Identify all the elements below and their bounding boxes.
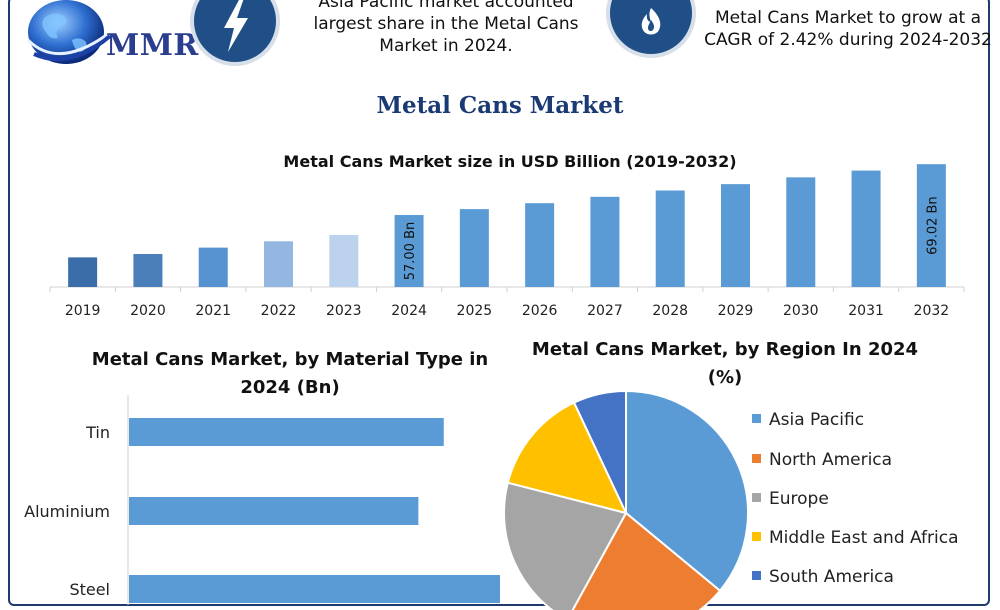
- legend-swatch: [752, 532, 761, 541]
- legend-item-north-america: North America: [752, 450, 892, 470]
- x-tick-label-2023: 2023: [326, 303, 362, 319]
- bar-2031: [851, 170, 881, 287]
- flame-icon: [641, 8, 661, 35]
- bar-tin: [129, 418, 444, 446]
- bar-2020: [133, 253, 163, 287]
- legend-item-asia-pacific: Asia Pacific: [752, 410, 864, 430]
- market-size-chart-title: Metal Cans Market size in USD Billion (2…: [283, 152, 737, 171]
- x-tick-label-2026: 2026: [522, 303, 558, 319]
- pie-slice-middle-east-and-africa: [506, 401, 628, 515]
- bar-2023: [329, 234, 359, 287]
- bar-2027: [590, 196, 620, 287]
- x-tick-label-2021: 2021: [195, 303, 231, 319]
- legend-label: Middle East and Africa: [769, 528, 959, 548]
- bar-2025: [459, 209, 489, 287]
- note-cagr: Metal Cans Market to grow at a CAGR of 2…: [702, 7, 994, 51]
- logo-text: MMR: [106, 28, 199, 63]
- pie-slice-asia-pacific: [625, 389, 749, 593]
- note-right-line-1: Metal Cans Market to grow at a: [715, 8, 981, 28]
- page-title: Metal Cans Market: [376, 92, 624, 119]
- x-tick-label-2029: 2029: [718, 303, 754, 319]
- data-label-2024: 57.00 Bn: [403, 222, 418, 281]
- lightning-badge: [190, 0, 280, 66]
- x-tick-label-2027: 2027: [587, 303, 623, 319]
- x-tick-label-2022: 2022: [261, 303, 297, 319]
- lightning-bolt-icon: [224, 0, 248, 52]
- legend-swatch: [752, 493, 761, 502]
- bar-2028: [655, 190, 685, 287]
- legend-item-south-america: South America: [752, 567, 894, 587]
- mmr-logo: MMR: [14, 0, 198, 68]
- legend-label: Asia Pacific: [769, 410, 865, 430]
- legend-swatch: [752, 414, 761, 423]
- note-asia-pacific: Asia Pacific market accounted largest sh…: [296, 0, 596, 57]
- note-left-line-2: largest share in the Metal Cans: [313, 14, 579, 34]
- material-type-chart-title: Metal Cans Market, by Material Type in 2…: [90, 346, 490, 402]
- y-tick-label-steel: Steel: [69, 580, 110, 599]
- bar-2030: [786, 177, 816, 287]
- bar-2032: [916, 164, 946, 287]
- region-chart-title: Metal Cans Market, by Region In 2024 (%): [520, 336, 930, 392]
- region-title-text: Metal Cans Market, by Region In 2024 (%): [531, 339, 919, 388]
- pie-slice-south-america: [572, 389, 627, 514]
- x-tick-label-2024: 2024: [391, 303, 427, 319]
- legend-swatch: [752, 571, 761, 580]
- y-tick-label-aluminium: Aluminium: [24, 502, 110, 521]
- x-tick-label-2030: 2030: [783, 303, 819, 319]
- x-tick-label-2019: 2019: [65, 303, 101, 319]
- region-pie-chart: [503, 389, 749, 610]
- globe-icon: [26, 0, 112, 64]
- pie-slice-europe: [503, 481, 628, 610]
- bar-2024: [394, 215, 424, 287]
- x-tick-label-2025: 2025: [457, 303, 493, 319]
- x-tick-label-2028: 2028: [652, 303, 688, 319]
- legend-item-europe: Europe: [752, 489, 829, 509]
- x-tick-label-2032: 2032: [914, 303, 950, 319]
- bar-steel: [129, 575, 500, 603]
- legend-label: North America: [769, 450, 893, 470]
- note-left-line-1: Asia Pacific market accounted: [318, 0, 574, 12]
- bar-2029: [721, 184, 750, 287]
- material-type-bar-chart: Tin Aluminium Steel: [24, 395, 500, 605]
- note-right-line-2: CAGR of 2.42% during 2024-2032: [704, 30, 992, 50]
- note-left-line-3: Market in 2024.: [379, 36, 513, 56]
- x-tick-label-2031: 2031: [848, 303, 884, 319]
- data-label-2032: 69.02 Bn: [925, 196, 940, 255]
- bar-2026: [525, 203, 555, 287]
- legend-item-middle-east-and-africa: Middle East and Africa: [752, 528, 959, 548]
- x-tick-label-2020: 2020: [130, 303, 166, 319]
- bar-2022: [264, 241, 293, 287]
- bar-2019: [68, 257, 98, 287]
- material-type-title-text: Metal Cans Market, by Material Type in 2…: [91, 349, 489, 398]
- legend-label: Europe: [769, 489, 829, 509]
- bar-2021: [198, 247, 228, 287]
- bar-aluminium: [129, 497, 419, 525]
- legend-swatch: [752, 454, 761, 463]
- market-size-bar-chart: 2019 2020 2021 2022 2023 2024 57.00 Bn 2025 2026…: [49, 164, 965, 319]
- y-tick-label-tin: Tin: [85, 423, 110, 442]
- legend-label: South America: [769, 567, 894, 587]
